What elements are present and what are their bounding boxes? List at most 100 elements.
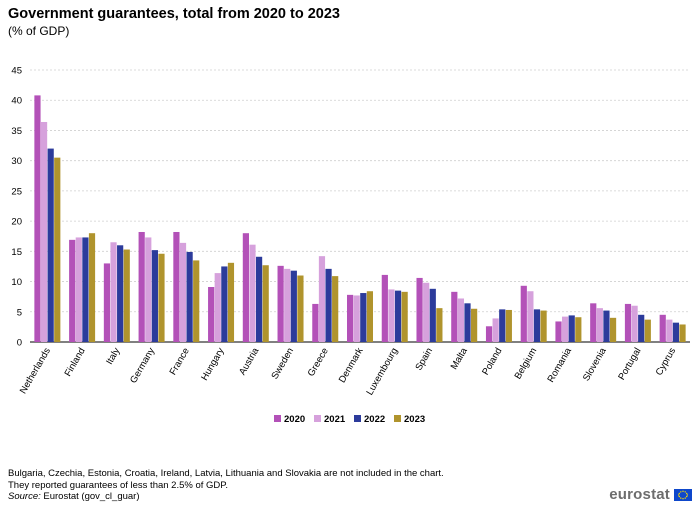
x-category-label: Sweden [269,346,296,381]
y-tick-label: 5 [17,307,22,318]
bar-portugal-2023 [644,319,651,342]
bar-denmark-2023 [366,291,373,342]
footnote-line-2: They reported guarantees of less than 2.… [8,479,229,491]
y-tick-label: 30 [11,156,22,167]
y-tick-label: 0 [17,338,22,349]
bar-malta-2023 [471,308,478,342]
bar-slovenia-2023 [609,317,617,342]
bar-italy-2021 [110,242,117,342]
bar-portugal-2020 [624,303,632,342]
x-category-label: Slovenia [581,345,609,383]
bar-italy-2022 [117,245,124,342]
bar-france-2021 [179,242,187,342]
bar-luxembourg-2021 [388,289,395,342]
y-tick-label: 15 [11,247,22,258]
bar-slovenia-2020 [590,303,597,342]
bar-hungary-2020 [208,286,215,342]
bar-cyprus-2022 [672,322,680,342]
x-category-label: Greece [306,346,331,378]
bar-romania-2022 [568,315,575,342]
bar-slovenia-2021 [596,308,603,342]
chart-title: Government guarantees, total from 2020 t… [8,6,340,22]
x-category-label: Denmark [337,346,366,385]
bar-romania-2023 [575,317,582,342]
bar-hungary-2021 [214,273,221,342]
y-tick-label: 10 [11,277,22,288]
legend-swatch-2021 [314,415,321,422]
legend-label: 2022 [364,414,385,425]
bar-austria-2023 [262,265,269,342]
bar-portugal-2022 [638,314,645,342]
bar-germany-2023 [158,253,165,342]
legend-swatch-2022 [354,415,361,422]
bar-sweden-2020 [277,265,284,342]
x-category-label: Portugal [616,346,643,382]
bar-sweden-2022 [290,270,297,342]
bar-greece-2020 [312,303,319,342]
bar-belgium-2021 [527,291,534,342]
bar-poland-2023 [505,309,512,342]
bar-poland-2021 [492,318,499,342]
legend-swatch-2023 [394,415,401,422]
bar-greece-2022 [325,268,332,342]
bar-netherlands-2023 [54,157,61,342]
bar-cyprus-2023 [679,324,686,342]
bar-belgium-2023 [540,310,547,342]
source-text: Eurostat (gov_cl_guar) [40,491,140,502]
y-tick-label: 25 [11,186,22,197]
legend-label: 2020 [284,414,305,425]
bar-spain-2020 [416,277,423,342]
x-category-label: Belgium [513,346,540,381]
logo-text: eurostat [609,486,670,503]
legend-swatch-2020 [274,415,281,422]
bar-france-2022 [186,251,193,342]
bars [34,95,686,343]
bar-netherlands-2022 [47,148,54,342]
bar-austria-2020 [242,233,249,342]
bar-greece-2023 [332,276,339,342]
x-category-label: Germany [128,346,157,386]
bar-chart: 0 5 10 15 20 25 30 35 40 45 Netherlands Finland Ita… [11,66,690,425]
bar-denmark-2020 [347,294,354,342]
bar-poland-2020 [485,326,493,342]
bar-germany-2020 [138,231,145,342]
bar-netherlands-2021 [40,121,48,342]
x-category-label: Italy [104,346,122,367]
bar-italy-2020 [103,263,111,342]
bar-poland-2022 [499,309,506,342]
x-category-label: Poland [480,346,504,377]
x-category-label: Finland [63,346,88,378]
bar-france-2023 [193,260,200,342]
bar-luxembourg-2022 [394,290,402,342]
bar-france-2020 [173,231,180,342]
bar-denmark-2022 [360,293,367,342]
x-category-label: Romania [545,345,574,384]
bar-finland-2021 [75,237,82,342]
bar-netherlands-2020 [34,95,41,343]
bar-luxembourg-2020 [381,274,388,342]
bar-romania-2021 [562,316,569,342]
x-category-label: Cyprus [654,346,679,378]
chart-subtitle: (% of GDP) [8,24,70,38]
bar-romania-2020 [555,321,562,342]
legend: 2020 2021 2022 2023 [274,414,425,425]
bar-malta-2021 [457,298,465,342]
x-category-label: Austria [237,345,262,377]
bar-hungary-2022 [221,266,228,342]
footnote-line-1: Bulgaria, Czechia, Estonia, Croatia, Ire… [8,468,444,479]
bar-germany-2021 [145,237,152,342]
bar-finland-2022 [82,237,89,342]
bar-cyprus-2021 [666,319,673,342]
bar-hungary-2023 [227,262,235,342]
x-category-label: Netherlands [18,346,53,396]
x-category-label: Hungary [199,346,227,383]
x-category-label: France [168,346,192,377]
bar-austria-2021 [249,244,256,342]
bar-greece-2021 [318,256,326,342]
bar-malta-2020 [451,291,458,342]
bar-cyprus-2020 [659,314,666,342]
bar-luxembourg-2023 [401,291,408,342]
bar-germany-2022 [151,250,158,342]
y-axis-ticks: 0 5 10 15 20 25 30 35 40 45 [11,66,22,349]
x-category-label: Spain [413,346,435,373]
